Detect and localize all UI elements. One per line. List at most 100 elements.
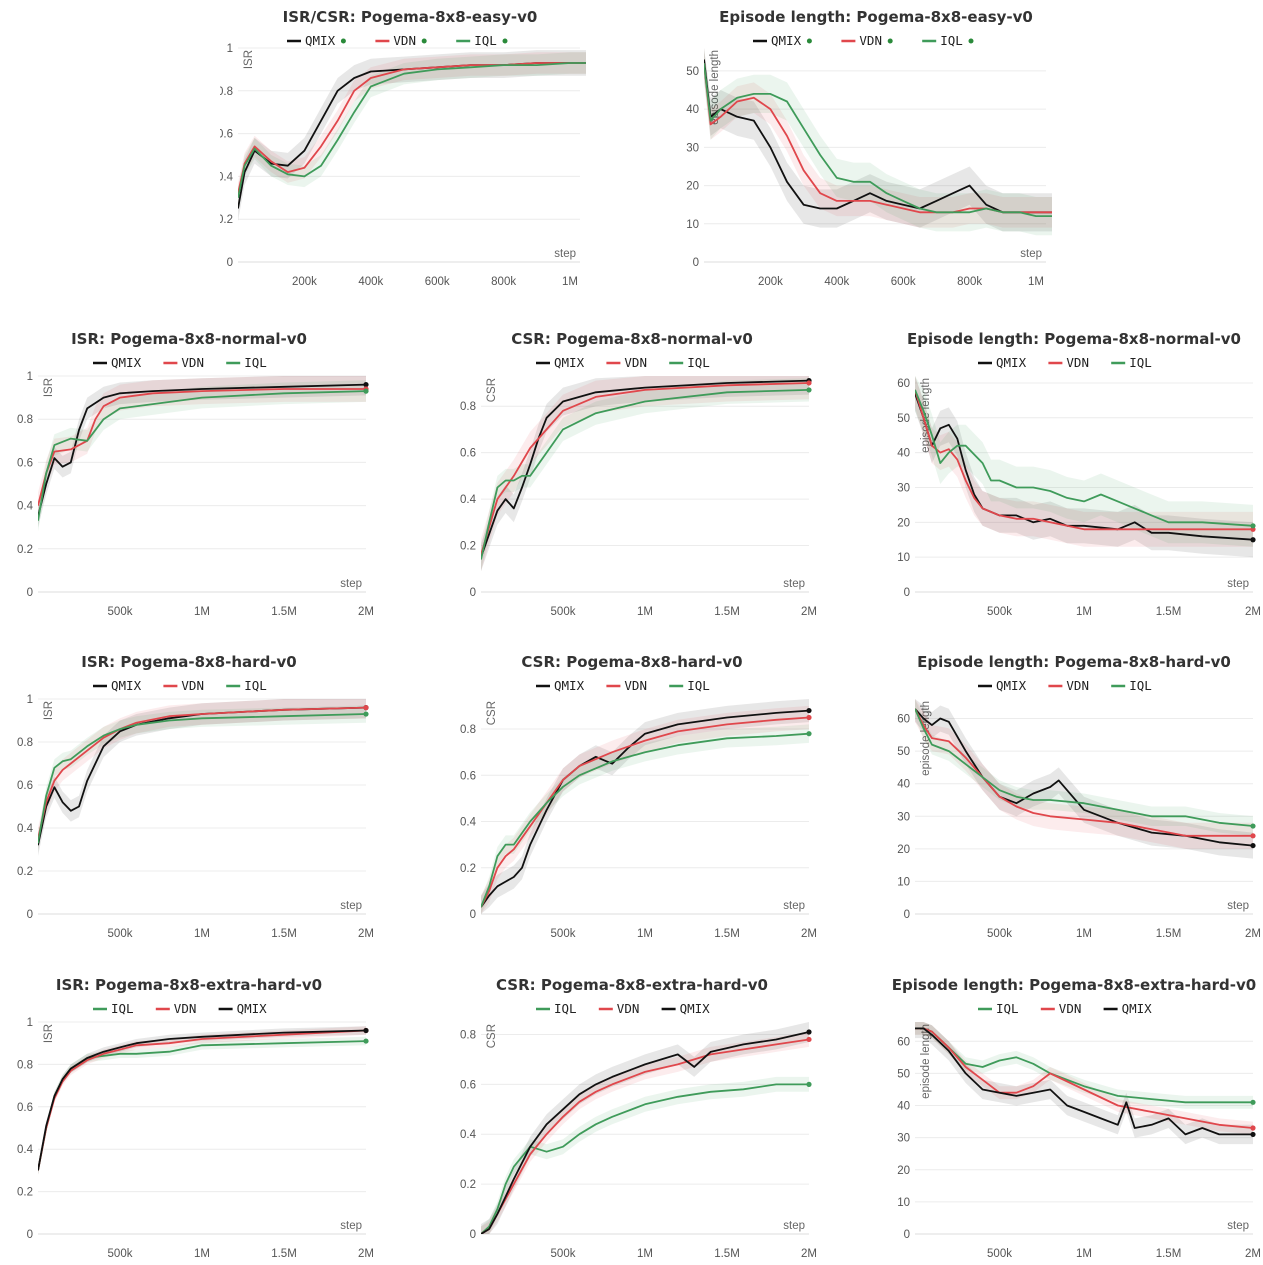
band-vdn xyxy=(915,1022,1253,1135)
y-tick-label: 0 xyxy=(904,587,910,599)
y-tick-label: 40 xyxy=(897,779,910,791)
y-tick-label: 10 xyxy=(897,876,910,888)
chart-title: Episode length: Pogema-8x8-hard-v0 xyxy=(917,653,1231,671)
legend-label-qmix: QMIX xyxy=(996,678,1027,693)
chart-isr-pogema-8x8-normal-v0: ISR: Pogema-8x8-normal-v0 QMIX VDN IQL 0 0.2 0… xyxy=(17,330,374,618)
x-axis-label: step xyxy=(1227,578,1249,590)
x-tick-label: 400k xyxy=(824,276,849,288)
series-line-iql xyxy=(481,389,810,560)
y-axis-label: CSR xyxy=(486,378,498,402)
legend-label-vdn: VDN xyxy=(393,33,416,48)
y-tick-label: 0.6 xyxy=(17,457,33,469)
y-tick-label: 0.4 xyxy=(460,817,477,829)
x-tick-label: 2M xyxy=(1245,928,1261,940)
legend-label-vdn: VDN xyxy=(859,33,882,48)
y-axis-label: ISR xyxy=(43,378,55,397)
y-tick-label: 0.4 xyxy=(17,823,34,835)
y-tick-label: 50 xyxy=(897,413,910,425)
series-line-qmix xyxy=(704,59,1052,214)
band-vdn xyxy=(704,48,1052,228)
chart-csr-pogema-8x8-hard-v0: CSR: Pogema-8x8-hard-v0 QMIX VDN IQL 0 0.2 0.4… xyxy=(460,653,817,940)
y-tick-label: 20 xyxy=(897,1165,910,1177)
band-iql xyxy=(481,1076,809,1234)
y-axis-label: ISR xyxy=(243,50,255,69)
legend-label-iql: IQL xyxy=(1129,678,1152,693)
x-tick-label: 2M xyxy=(358,1248,374,1260)
series-end-point-iql xyxy=(363,1038,369,1044)
y-tick-label: 0.6 xyxy=(17,780,33,792)
y-axis-label: episode length xyxy=(920,1024,932,1099)
series-line-iql xyxy=(481,1083,809,1234)
chart-isr-pogema-8x8-extra-hard-v0: ISR: Pogema-8x8-extra-hard-v0 IQL VDN QMIX 0… xyxy=(17,976,374,1260)
x-tick-label: 2M xyxy=(801,928,817,940)
series-end-point-iql xyxy=(363,388,369,394)
x-tick-label: 500k xyxy=(108,1248,133,1260)
chart-title: Episode length: Pogema-8x8-extra-hard-v0 xyxy=(892,976,1256,994)
y-tick-label: 30 xyxy=(897,482,910,494)
y-tick-label: 60 xyxy=(897,378,910,390)
series-end-point-iql xyxy=(806,1081,812,1087)
x-axis-label: step xyxy=(340,900,362,912)
x-tick-label: 500k xyxy=(987,928,1012,940)
y-tick-label: 60 xyxy=(897,1036,910,1048)
series-line-iql xyxy=(38,713,367,844)
band-iql xyxy=(38,380,366,532)
band-iql xyxy=(38,705,366,852)
legend-label-iql: IQL xyxy=(554,1001,577,1016)
x-axis-label: step xyxy=(1227,900,1249,912)
legend-label-qmix: QMIX xyxy=(680,1001,711,1016)
x-axis-label: step xyxy=(1227,1220,1249,1232)
y-tick-label: 0.8 xyxy=(460,724,476,736)
y-tick-label: 30 xyxy=(897,1133,910,1145)
x-axis-label: step xyxy=(554,248,576,260)
x-tick-label: 500k xyxy=(987,1248,1012,1260)
series-line-vdn xyxy=(481,716,810,908)
legend-label-iql: IQL xyxy=(244,355,267,370)
x-axis-label: step xyxy=(783,1220,805,1232)
legend-label-qmix: QMIX xyxy=(111,678,142,693)
x-tick-label: 500k xyxy=(108,606,133,618)
series-end-point-qmix xyxy=(806,1029,812,1035)
y-tick-label: 0.6 xyxy=(460,448,476,460)
y-tick-label: 0.4 xyxy=(17,501,34,513)
series-end-point-vdn xyxy=(363,705,369,711)
legend-label-qmix: QMIX xyxy=(554,678,585,693)
series-end-point-iql xyxy=(1250,1099,1256,1105)
legend-label-qmix: QMIX xyxy=(111,355,142,370)
y-tick-label: 0.2 xyxy=(17,544,33,556)
y-tick-label: 50 xyxy=(897,1068,910,1080)
series-end-point-vdn xyxy=(806,714,812,721)
x-tick-label: 500k xyxy=(551,606,576,618)
y-tick-label: 0.8 xyxy=(460,1029,476,1041)
x-tick-label: 1M xyxy=(562,276,578,288)
series-end-point-qmix xyxy=(363,1027,369,1034)
y-tick-label: 0.8 xyxy=(220,86,233,98)
y-tick-label: 1 xyxy=(27,371,33,383)
band-iql xyxy=(481,378,809,572)
y-tick-label: 1 xyxy=(27,1017,33,1029)
y-axis-label: episode length xyxy=(709,50,721,125)
y-tick-label: 60 xyxy=(897,714,910,726)
y-tick-label: 0 xyxy=(470,587,476,599)
chart-isr-pogema-8x8-hard-v0: ISR: Pogema-8x8-hard-v0 QMIX VDN IQL 0 0.2 0.4… xyxy=(17,653,374,940)
legend-marker-dot xyxy=(340,38,346,44)
legend-marker-dot xyxy=(887,38,893,44)
y-tick-label: 1 xyxy=(227,43,233,55)
chart-title: ISR: Pogema-8x8-hard-v0 xyxy=(81,653,297,671)
y-tick-label: 0.2 xyxy=(220,214,233,226)
y-axis-label: CSR xyxy=(486,701,498,725)
y-tick-label: 0 xyxy=(470,909,476,921)
chart-episode-length-pogema-8x8-normal-v0: Episode length: Pogema-8x8-normal-v0 QMIX… xyxy=(897,330,1261,618)
series-line-qmix xyxy=(915,1027,1253,1136)
band-qmix xyxy=(704,48,1052,232)
band-vdn xyxy=(238,52,586,205)
x-tick-label: 1M xyxy=(637,1248,653,1260)
y-tick-label: 30 xyxy=(686,142,699,154)
series-line-qmix xyxy=(238,62,586,209)
series-end-point-qmix xyxy=(1250,537,1256,543)
series-end-point-iql xyxy=(806,387,812,393)
y-tick-label: 0.2 xyxy=(460,863,476,875)
y-tick-label: 0 xyxy=(904,1229,910,1241)
y-tick-label: 0.4 xyxy=(17,1144,34,1156)
